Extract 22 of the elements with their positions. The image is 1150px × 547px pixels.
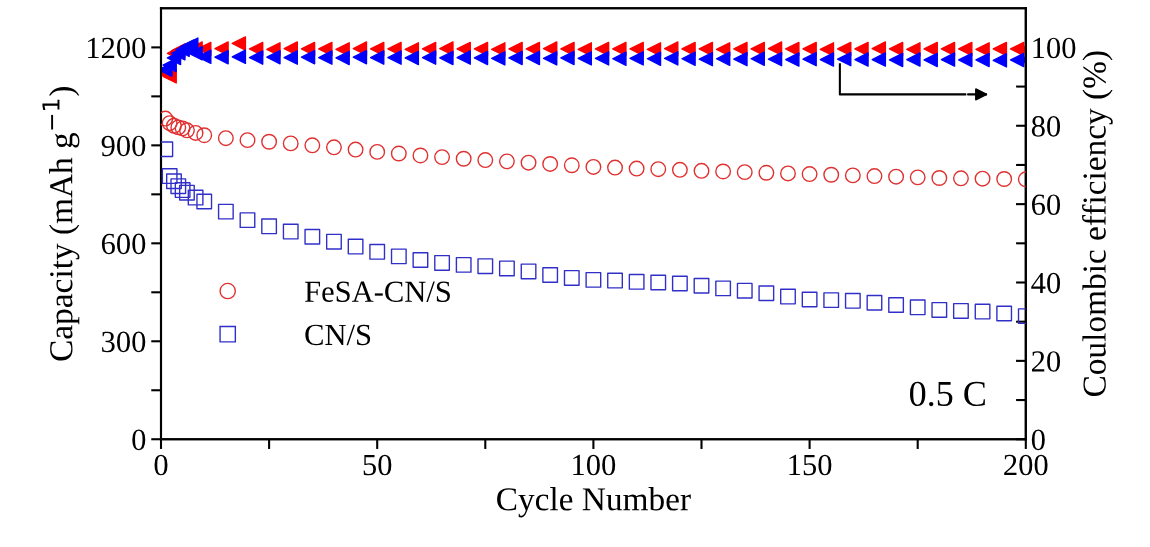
legend-label: FeSA-CN/S bbox=[304, 281, 450, 303]
y2-axis-title: Coulombic efficiency (%) bbox=[1082, 51, 1113, 397]
y-tick-label: 1200 bbox=[87, 37, 146, 59]
y-axis-title: Capacity (mAh g$^{−1}$) bbox=[42, 87, 80, 361]
annotation: 0.5 C bbox=[910, 381, 985, 407]
y2-tick-label: 80 bbox=[1031, 116, 1061, 137]
legend-label: CN/S bbox=[305, 324, 371, 346]
y-tick-label: 600 bbox=[101, 233, 146, 255]
y-tick-label: 900 bbox=[101, 135, 146, 157]
x-tick-label: 150 bbox=[789, 454, 832, 476]
y2-tick-label: 40 bbox=[1031, 272, 1061, 294]
y2-tick-label: 20 bbox=[1032, 351, 1061, 372]
x-tick-label: 50 bbox=[363, 454, 392, 476]
x-tick-label: 100 bbox=[573, 454, 616, 476]
y2-tick-label: 100 bbox=[1033, 37, 1076, 59]
x-axis-title: Cycle Number bbox=[497, 487, 691, 518]
y2-tick-label: 0 bbox=[1031, 429, 1045, 451]
y-tick-label: 300 bbox=[102, 331, 146, 353]
y2-tick-label: 60 bbox=[1031, 194, 1061, 216]
y-tick-label: 0 bbox=[132, 429, 146, 451]
x-tick-label: 200 bbox=[1004, 454, 1048, 476]
x-tick-label: 0 bbox=[154, 454, 168, 476]
